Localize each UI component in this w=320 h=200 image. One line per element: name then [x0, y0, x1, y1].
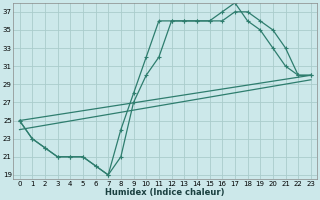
X-axis label: Humidex (Indice chaleur): Humidex (Indice chaleur) [106, 188, 225, 197]
